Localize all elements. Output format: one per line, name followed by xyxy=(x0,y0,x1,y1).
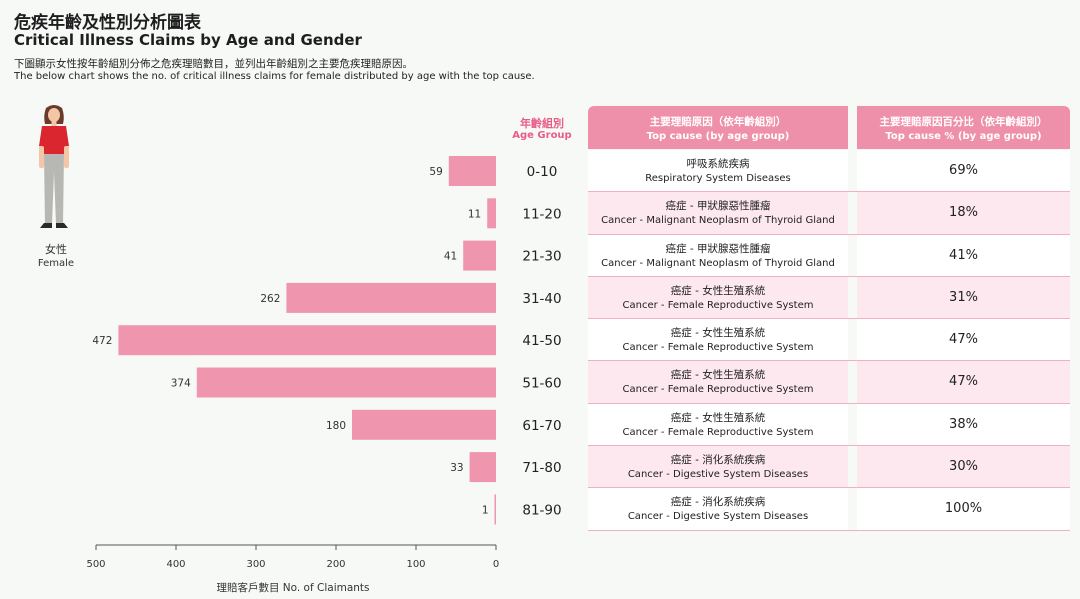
top-cause-en: Cancer - Digestive System Diseases xyxy=(627,511,809,523)
top-cause-zh: 癌症 - 消化系統疾病 xyxy=(670,454,766,467)
top-cause-en: Respiratory System Diseases xyxy=(645,173,791,184)
table-row: 癌症 - 消化系統疾病 Cancer - Digestive System Dis… xyxy=(588,446,1070,489)
page-title-en: Critical Illness Claims by Age and Gende… xyxy=(14,31,362,49)
bar-value-label: 33 xyxy=(450,462,463,474)
bar-value-label: 59 xyxy=(429,166,442,178)
top-cause-cell: 癌症 - 女性生殖系統 Cancer - Female Reproductive … xyxy=(588,319,848,361)
age-group-label: 31-40 xyxy=(522,291,561,307)
gender-label-zh: 女性 xyxy=(45,243,67,256)
age-group-header-en: Age Group xyxy=(512,130,572,141)
age-group-label: 71-80 xyxy=(522,460,561,476)
table-row: 癌症 - 消化系統疾病 Cancer - Digestive System Dis… xyxy=(588,488,1070,531)
top-cause-cell: 癌症 - 女性生殖系統 Cancer - Female Reproductive … xyxy=(588,403,848,446)
bar-value-label: 11 xyxy=(468,208,481,220)
age-group-label: 11-20 xyxy=(522,206,561,222)
table-row: 癌症 - 甲狀腺惡性腫瘤 Cancer - Malignant Neoplasm … xyxy=(588,234,1070,277)
top-cause-zh: 癌症 - 女性生殖系統 xyxy=(670,284,766,297)
bar xyxy=(487,198,496,229)
top-cause-zh: 癌症 - 甲狀腺惡性腫瘤 xyxy=(665,242,771,255)
age-group-label: 0-10 xyxy=(527,164,558,180)
bar xyxy=(448,156,496,186)
top-cause-cell: 癌症 - 女性生殖系統 Cancer - Female Reproductive … xyxy=(588,276,848,319)
top-cause-cell: 癌症 - 消化系統疾病 Cancer - Digestive System Dis… xyxy=(588,446,848,488)
top-cause-zh: 癌症 - 消化系統疾病 xyxy=(670,496,766,509)
top-cause-zh: 癌症 - 女性生殖系統 xyxy=(670,411,766,424)
x-tick-label: 300 xyxy=(246,559,265,570)
top-cause-cell: 癌症 - 甲狀腺惡性腫瘤 Cancer - Malignant Neoplasm … xyxy=(588,234,848,276)
top-cause-pct: 47% xyxy=(857,361,1070,403)
bar-value-label: 472 xyxy=(92,335,112,347)
bar-value-label: 41 xyxy=(444,251,457,263)
bar-value-label: 1 xyxy=(482,504,489,516)
table-row: 癌症 - 女性生殖系統 Cancer - Female Reproductive … xyxy=(588,319,1070,362)
top-cause-zh: 癌症 - 女性生殖系統 xyxy=(670,369,766,382)
top-cause-pct: 30% xyxy=(857,446,1070,488)
top-cause-cell: 癌症 - 消化系統疾病 Cancer - Digestive System Dis… xyxy=(588,488,848,530)
top-cause-pct: 69% xyxy=(857,150,1070,192)
top-cause-header-en: Top cause (by age group) xyxy=(646,131,790,142)
table-row: 癌症 - 甲狀腺惡性腫瘤 Cancer - Malignant Neoplasm … xyxy=(588,192,1070,235)
subtitle-zh: 下圖顯示女性按年齡組別分佈之危疾理賠數目，並列出年齡組別之主要危疾理賠原因。 xyxy=(14,58,413,70)
top-cause-en: Cancer - Malignant Neoplasm of Thyroid G… xyxy=(601,257,835,269)
age-group-header-zh: 年齡組別 xyxy=(520,117,564,130)
page-title-zh: 危疾年齡及性別分析圖表 xyxy=(14,13,201,33)
x-axis-label: 理賠客戶數目 No. of Claimants xyxy=(216,581,369,594)
top-cause-pct: 31% xyxy=(857,276,1070,319)
bar xyxy=(494,494,496,525)
cause-table: 呼吸系統疾病 Respiratory System Diseases 69% 癌症 -… xyxy=(588,150,1070,531)
age-group-label: 21-30 xyxy=(522,249,561,265)
bar-value-label: 262 xyxy=(260,293,280,305)
bar xyxy=(469,452,496,483)
age-group-label: 61-70 xyxy=(522,418,561,434)
table-row: 癌症 - 女性生殖系統 Cancer - Female Reproductive … xyxy=(588,403,1070,447)
top-cause-zh: 癌症 - 女性生殖系統 xyxy=(670,327,766,340)
x-tick-label: 500 xyxy=(86,559,105,570)
age-group-label: 51-60 xyxy=(522,376,561,392)
female-figure-icon xyxy=(39,105,69,228)
top-cause-en: Cancer - Female Reproductive System xyxy=(622,299,814,311)
bar xyxy=(196,367,497,398)
age-group-label: 41-50 xyxy=(522,333,561,349)
x-tick-label: 100 xyxy=(406,559,425,570)
gender-label-en: Female xyxy=(37,258,75,269)
bar-value-label: 374 xyxy=(171,378,191,390)
top-cause-pct: 18% xyxy=(857,192,1070,234)
top-pct-header-en: Top cause % (by age group) xyxy=(885,131,1042,142)
top-cause-header-zh: 主要理賠原因（依年齡組別） xyxy=(649,116,787,128)
top-cause-header: 主要理賠原因（依年齡組別） Top cause (by age group) xyxy=(588,106,848,149)
bar-value-label: 180 xyxy=(326,420,346,432)
top-cause-pct: 100% xyxy=(857,488,1070,530)
top-cause-pct: 47% xyxy=(857,319,1070,361)
top-cause-en: Cancer - Malignant Neoplasm of Thyroid G… xyxy=(601,215,835,227)
top-cause-en: Cancer - Digestive System Diseases xyxy=(627,469,809,481)
top-cause-en: Cancer - Female Reproductive System xyxy=(622,342,814,354)
top-cause-zh: 呼吸系統疾病 xyxy=(686,158,750,170)
top-cause-pct: 41% xyxy=(857,234,1070,276)
bar xyxy=(463,240,496,271)
table-row: 癌症 - 女性生殖系統 Cancer - Female Reproductive … xyxy=(588,361,1070,404)
x-tick-label: 0 xyxy=(493,559,499,570)
table-row: 癌症 - 女性生殖系統 Cancer - Female Reproductive … xyxy=(588,276,1070,320)
top-pct-header-zh: 主要理賠原因百分比（依年齡組別） xyxy=(879,116,1048,128)
bar xyxy=(352,409,496,440)
top-cause-cell: 癌症 - 女性生殖系統 Cancer - Female Reproductive … xyxy=(588,361,848,403)
claims-bar-chart: 59 0-10 11 11-20 41 21-30 262 31-40 472 41-50 374 5… xyxy=(86,156,562,594)
bar xyxy=(286,282,496,313)
top-cause-cell: 癌症 - 甲狀腺惡性腫瘤 Cancer - Malignant Neoplasm … xyxy=(588,192,848,234)
x-tick-label: 400 xyxy=(166,559,185,570)
top-pct-header: 主要理賠原因百分比（依年齡組別） Top cause % (by age gro… xyxy=(857,106,1070,149)
age-group-label: 81-90 xyxy=(522,502,561,518)
top-cause-zh: 癌症 - 甲狀腺惡性腫瘤 xyxy=(665,200,771,213)
subtitle-en: The below chart shows the no. of critica… xyxy=(14,71,535,82)
top-cause-en: Cancer - Female Reproductive System xyxy=(622,426,814,438)
x-tick-label: 200 xyxy=(326,559,345,570)
bar xyxy=(118,325,497,356)
top-cause-cell: 呼吸系統疾病 Respiratory System Diseases xyxy=(588,150,848,192)
top-cause-en: Cancer - Female Reproductive System xyxy=(622,384,814,396)
top-cause-pct: 38% xyxy=(857,403,1070,446)
table-row: 呼吸系統疾病 Respiratory System Diseases 69% xyxy=(588,150,1070,193)
